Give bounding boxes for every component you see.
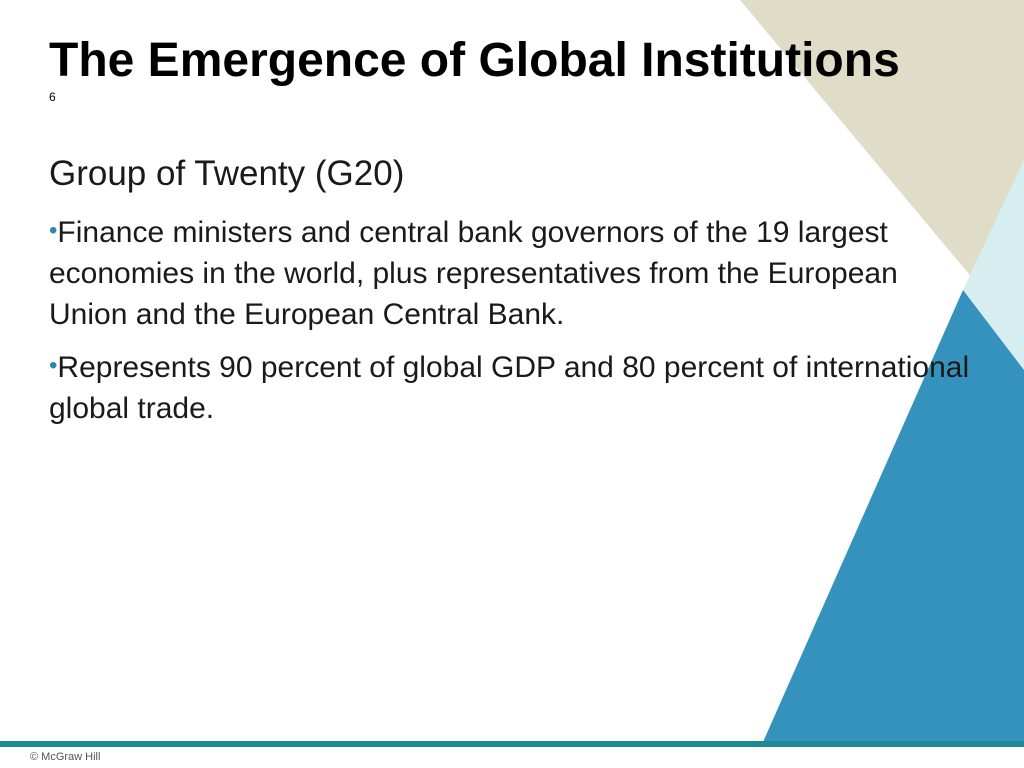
beige-triangle-shape [740, 0, 1024, 340]
blue-triangle-shape [763, 290, 1024, 742]
bullet-text: Finance ministers and central bank gover… [49, 216, 898, 331]
bullet-item: •Represents 90 percent of global GDP and… [49, 345, 979, 429]
slide-subheading: Group of Twenty (G20) [49, 154, 405, 193]
bullet-item: •Finance ministers and central bank gove… [49, 210, 979, 335]
bullet-icon: • [49, 352, 58, 379]
bullet-icon: • [49, 217, 58, 244]
copyright-notice: © McGraw Hill [30, 751, 101, 763]
footer-bar [0, 741, 1024, 747]
light-blue-triangle-shape [963, 160, 1024, 370]
bullet-text: Represents 90 percent of global GDP and … [49, 351, 970, 425]
slide-title: The Emergence of Global Institutions [49, 34, 900, 87]
slide-number: 6 [49, 90, 56, 104]
bullet-list: •Finance ministers and central bank gove… [49, 210, 979, 439]
